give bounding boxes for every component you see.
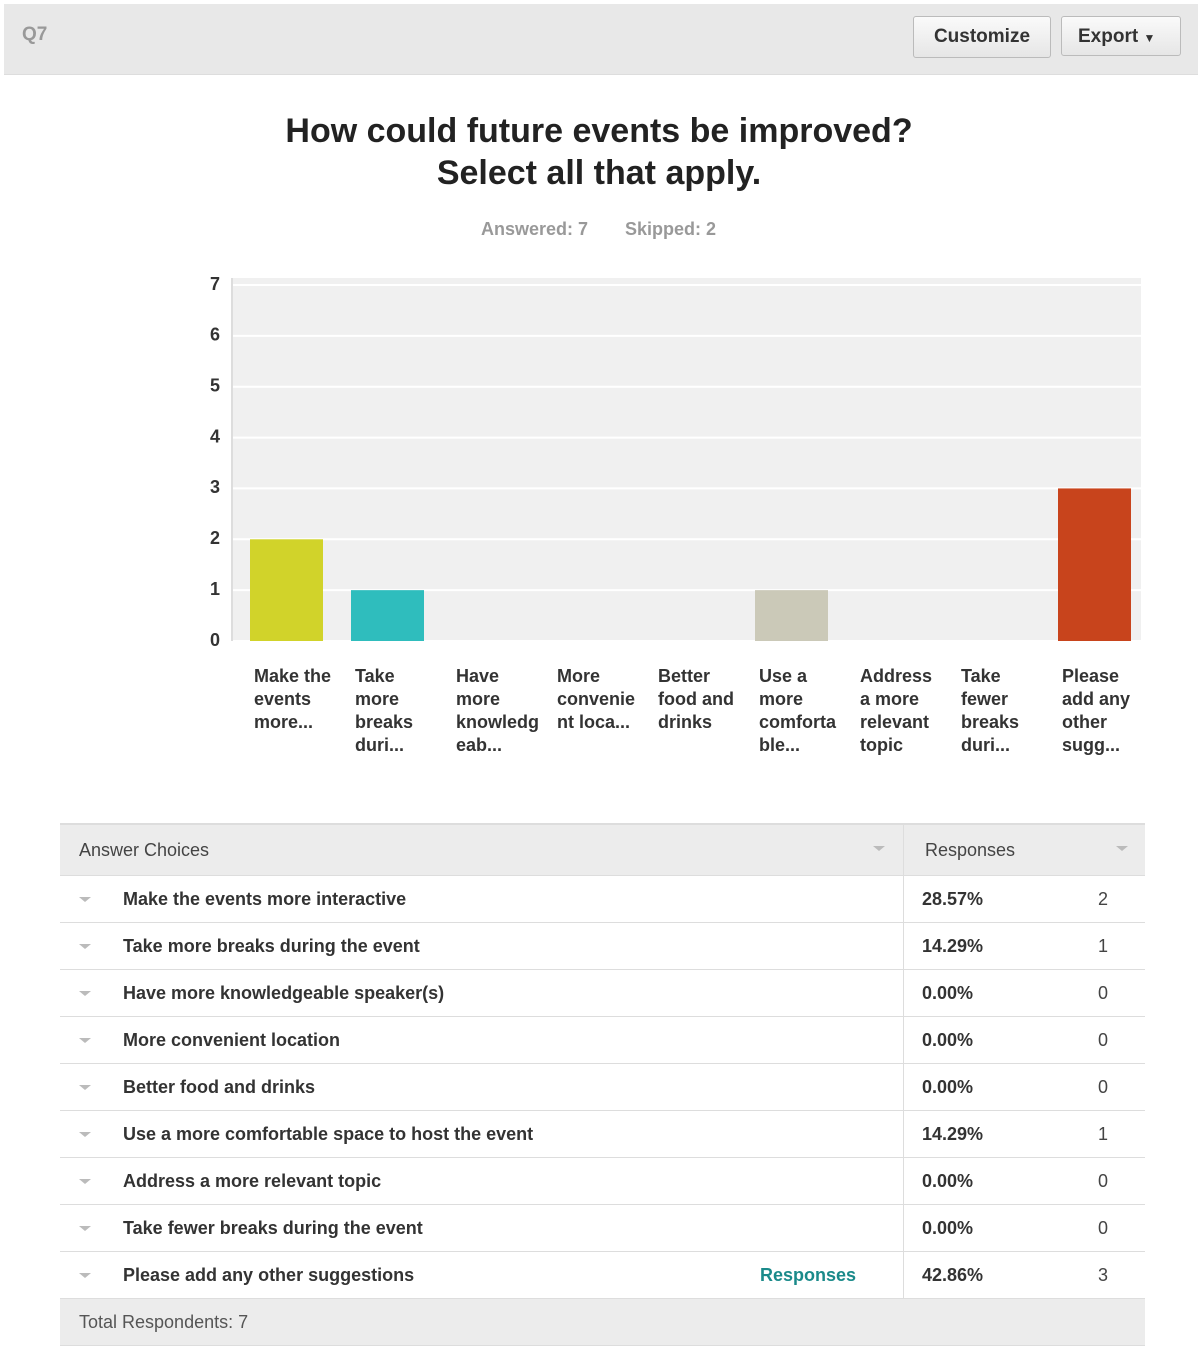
response-count: 3 (1097, 1265, 1108, 1285)
answered-count: Answered: 7 (481, 219, 589, 239)
y-tick-label: 0 (210, 630, 220, 650)
table-row: Please add any other suggestions Response… (60, 1252, 1145, 1299)
bar (351, 590, 424, 641)
response-count: 0 (1097, 1218, 1108, 1238)
x-tick-label: Address a more relevant topic (860, 666, 933, 755)
x-tick-label: Make the events more... (254, 666, 332, 732)
row-toggle (79, 1132, 91, 1137)
column-divider (903, 1064, 904, 1110)
total-respondents: Total Respondents: 7 (79, 1312, 249, 1332)
answer-choice: Use a more comfortable space to host the… (123, 1124, 534, 1144)
column-divider (903, 970, 904, 1016)
column-header: Answer Choices (79, 840, 210, 860)
skipped-count: Skipped: 2 (625, 219, 717, 239)
bar (755, 590, 828, 641)
response-count: 0 (1097, 983, 1108, 1003)
row-toggle (79, 897, 91, 902)
chart: 0 1 2 3 4 5 6 7 (210, 274, 1141, 650)
column-divider (903, 1111, 904, 1157)
export-button[interactable]: Export ▼ (1061, 16, 1181, 56)
chart-title: Select all that apply. (436, 154, 762, 192)
y-tick-label: 1 (210, 579, 220, 599)
row-toggle (79, 944, 91, 949)
row-toggle (79, 1179, 91, 1184)
response-table: Answer Choices Responses Make the events m… (60, 823, 1145, 1346)
response-percent: 0.00% (922, 1218, 974, 1238)
response-count: 0 (1097, 1030, 1108, 1050)
x-tick-label: Better food and drinks (658, 666, 734, 732)
chart-title: How could future events be improved? (285, 112, 913, 150)
response-count: 1 (1097, 1124, 1108, 1144)
y-tick-label: 3 (210, 477, 220, 497)
answer-choice: Have more knowledgeable speaker(s) (123, 983, 445, 1003)
table-row: Take more breaks during the event 14.29% 1 (60, 923, 1145, 970)
table-row: Make the events more interactive 28.57% 2 (60, 876, 1145, 923)
answer-choice: Please add any other suggestions (123, 1265, 415, 1285)
column-header: Responses (925, 840, 1016, 860)
x-tick-label: Please add any other sugg... (1062, 666, 1131, 755)
answer-choice: Make the events more interactive (123, 889, 407, 909)
answer-choice: Address a more relevant topic (123, 1171, 382, 1191)
row-toggle (79, 1273, 91, 1278)
response-count: 2 (1097, 889, 1108, 909)
response-percent: 14.29% (922, 1124, 984, 1144)
x-tick-label: Take more breaks duri... (355, 666, 414, 755)
y-tick-label: 2 (210, 528, 220, 548)
table-row: Better food and drinks 0.00% 0 (60, 1064, 1145, 1111)
response-count: 1 (1097, 936, 1108, 956)
answer-choice: Better food and drinks (123, 1077, 316, 1097)
table-row: Have more knowledgeable speaker(s) 0.00% 0 (60, 970, 1145, 1017)
x-tick-label: Take fewer breaks duri... (961, 666, 1020, 755)
column-divider (903, 1158, 904, 1204)
row-toggle (79, 1038, 91, 1043)
column-divider (903, 1205, 904, 1251)
answer-choice: Take fewer breaks during the event (123, 1218, 423, 1238)
y-tick-label: 6 (210, 325, 220, 345)
x-tick-label: Have more knowledgeab... (456, 666, 540, 755)
x-tick-label: More convenient loca... (557, 666, 636, 732)
plot-area (232, 278, 1141, 641)
customize-button[interactable]: Customize (913, 16, 1051, 58)
row-toggle (79, 1085, 91, 1090)
row-toggle (79, 991, 91, 996)
response-percent: 0.00% (922, 1077, 974, 1097)
column-divider (903, 825, 904, 875)
y-tick-label: 5 (210, 375, 220, 395)
bar (1058, 488, 1131, 641)
answer-choice: Take more breaks during the event (123, 936, 420, 956)
response-percent: 0.00% (922, 983, 974, 1003)
response-percent: 0.00% (922, 1171, 974, 1191)
table-header: Answer Choices Responses (60, 823, 1145, 876)
answer-choice: More convenient location (123, 1030, 341, 1050)
table-footer: Total Respondents: 7 (60, 1299, 1145, 1346)
column-divider (903, 876, 904, 922)
x-tick-label: Use a more comfortable... (759, 666, 837, 755)
column-divider (903, 923, 904, 969)
responses-link[interactable]: Responses (760, 1265, 857, 1285)
table-row: Use a more comfortable space to host the… (60, 1111, 1145, 1158)
response-percent: 42.86% (922, 1265, 984, 1285)
y-tick-label: 7 (210, 274, 220, 294)
response-percent: 28.57% (922, 889, 984, 909)
row-toggle (79, 1226, 91, 1231)
response-count: 0 (1097, 1077, 1108, 1097)
table-row: Take fewer breaks during the event 0.00% 0 (60, 1205, 1145, 1252)
sort-arrow (873, 846, 885, 851)
sort-arrow (1116, 846, 1128, 851)
response-percent: 14.29% (922, 936, 984, 956)
export-label: Export (1078, 26, 1139, 47)
table-row: Address a more relevant topic 0.00% 0 (60, 1158, 1145, 1205)
column-divider (903, 1017, 904, 1063)
question-number: Q7 (22, 24, 48, 45)
y-tick-label: 4 (210, 426, 220, 446)
column-divider (903, 1252, 904, 1298)
response-count: 0 (1097, 1171, 1108, 1191)
table-row: More convenient location 0.00% 0 (60, 1017, 1145, 1064)
bar (250, 539, 323, 641)
response-percent: 0.00% (922, 1030, 974, 1050)
